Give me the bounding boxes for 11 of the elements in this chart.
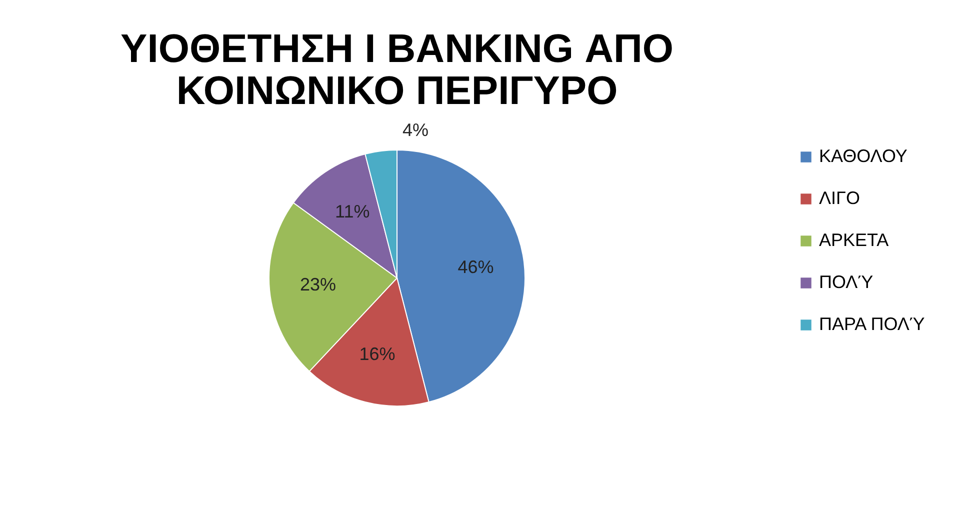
chart-title: ΥΙΟΘΕΤΗΣΗ I BANKING ΑΠΟ ΚΟΙΝΩΝΙΚΟ ΠΕΡΙΓΥΡΟ [120,27,674,114]
data-label: 46% [458,257,494,278]
legend-label: ΠΑΡΑ ΠΟΛΎ [819,314,925,334]
data-label: 4% [402,120,429,140]
legend-label: ΠΟΛΎ [819,272,874,292]
legend-label: ΑΡΚΕΤΑ [819,230,889,250]
legend-label: ΛΙΓΟ [819,188,860,208]
legend-label: ΚΑΘΟΛΟΥ [819,146,908,166]
data-label: 11% [335,201,370,222]
data-label: 23% [300,274,336,294]
data-label: 16% [359,344,396,364]
